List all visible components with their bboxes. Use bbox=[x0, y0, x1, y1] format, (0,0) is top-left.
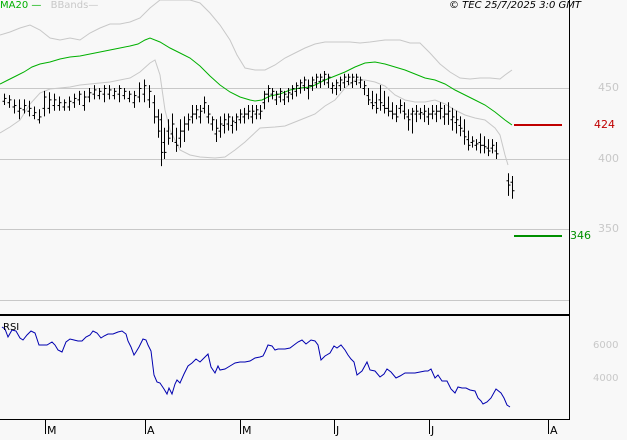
time-axis-label: M bbox=[242, 424, 252, 437]
price-label-400: 400 bbox=[598, 152, 619, 165]
resistance-level-label: 424 bbox=[594, 118, 615, 131]
legend-bbands: BBands— bbox=[50, 0, 99, 11]
legend-ma20: MA20 — bbox=[0, 0, 42, 11]
ohlc-bars bbox=[2, 70, 515, 199]
copyright-timestamp: © TEC 25/7/2025 3:0 GMT bbox=[449, 0, 581, 11]
chart-legend: MA20 — BBands— bbox=[0, 0, 98, 11]
time-axis-ticks bbox=[45, 419, 549, 434]
support-level-label: 346 bbox=[570, 229, 591, 242]
ma20-line bbox=[0, 37, 513, 126]
rsi-panel-title: RSI bbox=[3, 322, 20, 333]
rsi-label-40: 4000 bbox=[593, 373, 619, 384]
rsi-line bbox=[1, 326, 511, 408]
bbands-upper-line bbox=[0, 0, 513, 80]
time-axis-label: J bbox=[431, 424, 435, 437]
time-axis-label: J bbox=[336, 424, 340, 437]
price-label-450: 450 bbox=[598, 81, 619, 94]
bbands-lower-line bbox=[0, 59, 509, 166]
price-label-350: 350 bbox=[598, 222, 619, 235]
price-gridlines bbox=[0, 88, 569, 301]
time-axis-label: A bbox=[147, 424, 155, 437]
time-axis-label: M bbox=[47, 424, 57, 437]
time-axis-label: A bbox=[550, 424, 558, 437]
rsi-label-60: 6000 bbox=[593, 340, 619, 351]
